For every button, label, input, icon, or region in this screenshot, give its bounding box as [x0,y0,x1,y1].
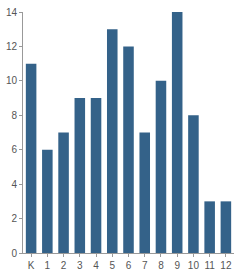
svg-text:10: 10 [6,75,18,86]
svg-text:6: 6 [11,144,17,155]
svg-text:8: 8 [11,110,17,121]
svg-text:9: 9 [174,260,180,271]
svg-text:4: 4 [93,260,99,271]
svg-text:7: 7 [142,260,148,271]
svg-text:14: 14 [6,7,18,18]
svg-text:3: 3 [77,260,83,271]
svg-text:5: 5 [109,260,115,271]
svg-text:4: 4 [11,179,17,190]
svg-text:10: 10 [188,260,200,271]
svg-text:11: 11 [204,260,215,271]
svg-text:1: 1 [45,260,51,271]
svg-text:2: 2 [61,260,67,271]
svg-text:12: 12 [6,41,18,52]
svg-text:8: 8 [158,260,164,271]
svg-text:K: K [28,260,35,271]
svg-text:12: 12 [220,260,232,271]
svg-text:0: 0 [11,248,17,259]
svg-text:2: 2 [11,213,17,224]
svg-text:6: 6 [126,260,132,271]
